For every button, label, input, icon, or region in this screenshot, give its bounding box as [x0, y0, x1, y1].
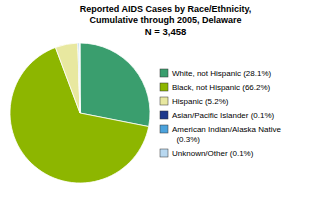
slice — [79, 43, 80, 113]
slice — [80, 43, 150, 127]
legend-label: Unknown/Other (0.1%) — [172, 149, 254, 158]
title: Reported AIDS Cases by Race/Ethnicity,Cu… — [80, 4, 252, 25]
legend-label-line: Asian/Pacific Islander (0.1%) — [172, 111, 275, 120]
legend-label: Asian/Pacific Islander (0.1%) — [172, 111, 275, 120]
legend: White, not Hispanic (28.1%) Black, not Hi… — [160, 69, 281, 158]
title-line: Cumulative through 2005, Delaware — [89, 15, 241, 25]
chart: Reported AIDS Cases by Race/Ethnicity,Cu… — [0, 0, 331, 204]
slice — [78, 43, 80, 113]
legend-label-line: American Indian/Alaska Native — [172, 125, 281, 134]
legend-label: Hispanic (5.2%) — [172, 97, 229, 106]
slice — [78, 43, 80, 113]
legend-label: White, not Hispanic (28.1%) — [172, 69, 271, 78]
legend-label-line: Black, not Hispanic (66.2%) — [172, 83, 271, 92]
legend-label: American Indian/Alaska Native (0.3%) — [172, 125, 281, 144]
legend-label: Black, not Hispanic (66.2%) — [172, 83, 271, 92]
legend-label-line: (0.3%) — [172, 135, 200, 144]
slice — [55, 43, 80, 113]
legend-swatch — [160, 83, 168, 91]
legend-swatch — [160, 69, 168, 77]
legend-label-line: White, not Hispanic (28.1%) — [172, 69, 271, 78]
legend-swatch — [160, 97, 168, 105]
pie — [10, 43, 150, 183]
legend-swatch — [160, 149, 168, 157]
subtitle: N = 3,458 — [145, 26, 186, 37]
legend-swatch — [160, 111, 168, 119]
title-line: Reported AIDS Cases by Race/Ethnicity, — [80, 4, 252, 14]
legend-label-line: Unknown/Other (0.1%) — [172, 149, 254, 158]
legend-label-line: Hispanic (5.2%) — [172, 97, 229, 106]
legend-swatch — [160, 125, 168, 133]
